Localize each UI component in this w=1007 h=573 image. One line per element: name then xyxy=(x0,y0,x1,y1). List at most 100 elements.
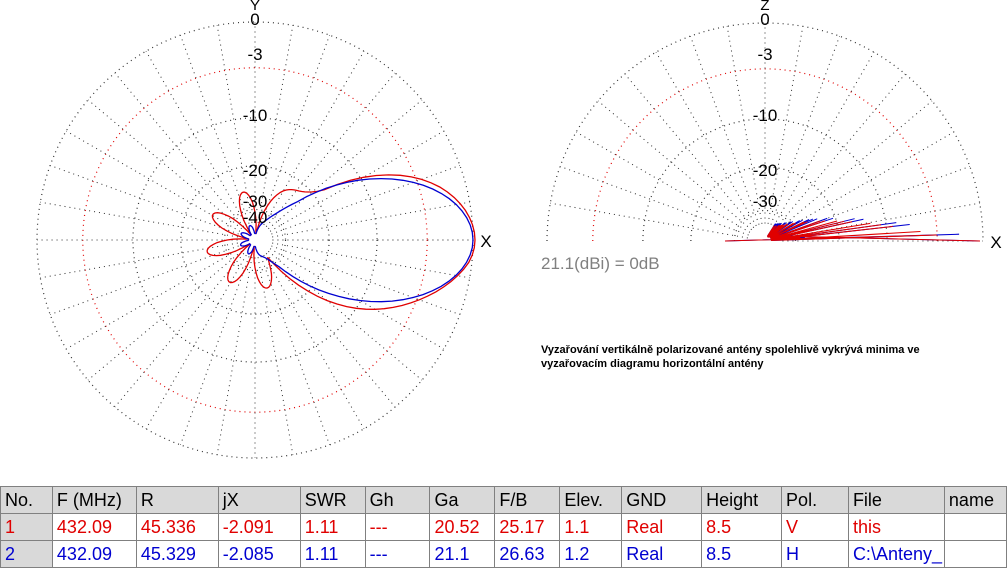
cell-gh: --- xyxy=(364,513,431,541)
grid-spoke xyxy=(726,26,763,224)
h-ring-label-3: -3 xyxy=(247,45,262,64)
col-header-ga[interactable]: Ga xyxy=(429,486,496,514)
col-header-frequency[interactable]: F (MHz) xyxy=(51,486,137,514)
cell-name xyxy=(943,540,1007,568)
grid-spoke xyxy=(271,245,461,316)
col-header-height[interactable]: Height xyxy=(701,486,783,514)
cell-r: 45.336 xyxy=(135,513,219,541)
grid-spoke xyxy=(260,256,331,446)
grid-spoke xyxy=(778,100,933,231)
grid-spoke xyxy=(265,72,396,227)
grid-spoke xyxy=(257,257,294,455)
v-ring-label-20: -20 xyxy=(753,161,778,180)
grid-spoke xyxy=(257,25,294,223)
grid-spoke xyxy=(145,254,247,430)
v-ring-label-3: -3 xyxy=(757,45,772,64)
grid-spoke xyxy=(216,25,253,223)
grid-spoke xyxy=(216,257,253,455)
grid-spoke xyxy=(65,130,241,232)
cell-frequency: 432.09 xyxy=(51,513,137,541)
grid-spoke xyxy=(775,73,906,228)
grid-spoke xyxy=(49,245,239,316)
cell-fb: 25.17 xyxy=(494,513,561,541)
row-number-cell[interactable]: 1 xyxy=(0,513,53,541)
cell-pol: H xyxy=(781,540,849,568)
table-row[interactable]: 1 432.09 45.336 -2.091 1.11 --- 20.52 25… xyxy=(0,513,1007,541)
v-axis-z-label: Z xyxy=(760,0,769,14)
grid-spoke xyxy=(268,250,423,381)
cell-elev: 1.1 xyxy=(559,513,623,541)
grid-spoke xyxy=(782,202,980,239)
grid-spoke xyxy=(269,248,445,350)
grid-spoke xyxy=(767,26,804,224)
grid-spoke xyxy=(773,51,875,227)
grid-spoke xyxy=(268,99,423,230)
grid-spoke xyxy=(779,131,955,233)
grid-spoke xyxy=(40,201,238,238)
h-ring-label-30: -30 xyxy=(243,192,268,211)
col-header-no[interactable]: No. xyxy=(0,486,53,514)
grid-spoke xyxy=(179,256,250,446)
col-header-elev[interactable]: Elev. xyxy=(559,486,623,514)
cell-height: 8.5 xyxy=(701,540,783,568)
col-header-gh[interactable]: Gh xyxy=(364,486,431,514)
grid-ring xyxy=(82,67,428,413)
col-header-r[interactable]: R xyxy=(135,486,219,514)
grid-spoke xyxy=(87,99,242,230)
cell-pol: V xyxy=(781,513,849,541)
cell-fb: 26.63 xyxy=(494,540,561,568)
grid-ring xyxy=(546,22,984,242)
results-table: No. F (MHz) R jX SWR Gh Ga F/B Elev. GND… xyxy=(0,486,1007,568)
row-number-cell[interactable]: 2 xyxy=(0,540,53,568)
cell-r: 45.329 xyxy=(135,540,219,568)
col-header-pol[interactable]: Pol. xyxy=(781,486,849,514)
grid-ring xyxy=(592,68,938,242)
grid-spoke xyxy=(145,50,247,226)
cell-gh: --- xyxy=(364,540,431,568)
grid-spoke xyxy=(271,164,461,235)
grid-spoke xyxy=(597,100,752,231)
col-header-fb[interactable]: F/B xyxy=(494,486,561,514)
grid-spoke xyxy=(265,253,396,408)
gain-reference-label: 21.1(dBi) = 0dB xyxy=(541,254,660,273)
grid-spoke xyxy=(781,165,971,236)
v-ring-label-30: -30 xyxy=(753,192,778,211)
grid-spoke xyxy=(49,164,239,235)
grid-spoke xyxy=(87,250,242,381)
grid-spoke xyxy=(65,248,241,350)
grid-spoke xyxy=(179,34,250,224)
v-ring-label-0: 0 xyxy=(760,10,769,29)
grid-spoke xyxy=(624,73,755,228)
pattern-comment-text: Vyzařování vertikálně polarizované antén… xyxy=(541,344,920,370)
col-header-file[interactable]: File xyxy=(847,486,945,514)
elevation-trace-1 xyxy=(724,220,981,242)
h-ring-label-40: -40 xyxy=(243,208,268,227)
grid-spoke xyxy=(550,202,748,239)
grid-spoke xyxy=(260,34,331,224)
grid-spoke xyxy=(114,72,245,227)
col-header-swr[interactable]: SWR xyxy=(299,486,366,514)
v-axis-x-label: X xyxy=(990,233,1001,252)
cell-file: C:\Anteny_ xyxy=(847,540,945,568)
grid-spoke xyxy=(263,50,365,226)
grid-ring xyxy=(132,117,378,363)
grid-ring xyxy=(180,165,330,315)
v-ring-label-10: -10 xyxy=(753,106,778,125)
cell-name xyxy=(943,513,1007,541)
grid-spoke xyxy=(263,254,365,430)
cell-jx: -2.091 xyxy=(217,513,301,541)
grid-spoke xyxy=(272,201,470,238)
col-header-name[interactable]: name xyxy=(943,486,1007,514)
cell-gnd: Real xyxy=(621,513,703,541)
grid-spoke xyxy=(575,131,751,233)
cell-gnd: Real xyxy=(621,540,703,568)
vertical-pattern-traces xyxy=(724,217,981,242)
col-header-gnd[interactable]: GND xyxy=(621,486,703,514)
col-header-jx[interactable]: jX xyxy=(217,486,301,514)
h-ring-label-10: -10 xyxy=(243,106,268,125)
grid-spoke xyxy=(559,165,749,236)
cell-ga: 20.52 xyxy=(429,513,496,541)
cell-ga: 21.1 xyxy=(429,540,496,568)
cell-elev: 1.2 xyxy=(559,540,623,568)
table-row[interactable]: 2 432.09 45.329 -2.085 1.11 --- 21.1 26.… xyxy=(0,540,1007,568)
